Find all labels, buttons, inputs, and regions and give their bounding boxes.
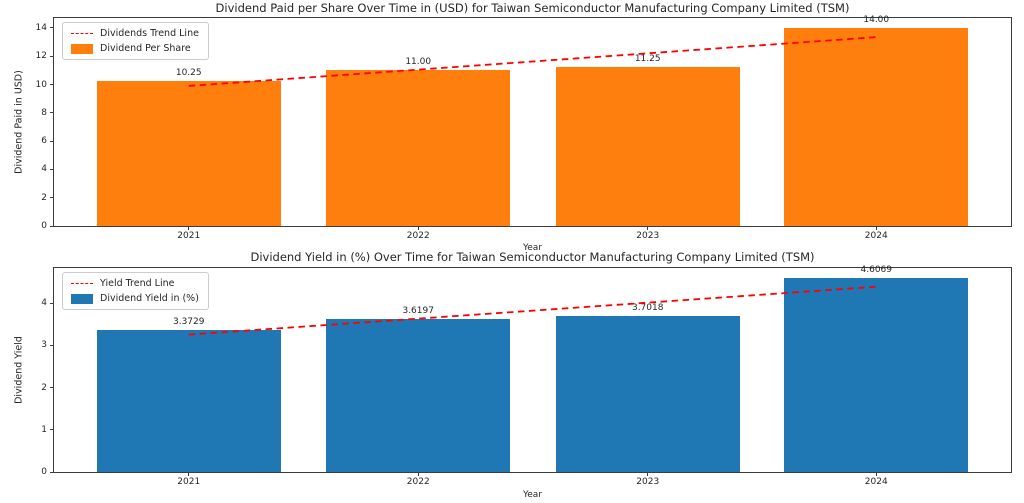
legend: Yield Trend Line Dividend Yield in (%) (62, 272, 209, 310)
legend-item: Yield Trend Line (71, 278, 199, 289)
bar-value-label: 11.00 (405, 57, 432, 68)
x-tick-mark (188, 226, 190, 230)
y-tick-mark (50, 302, 54, 304)
y-tick-label: 10 (35, 79, 47, 90)
y-tick-mark (50, 225, 54, 227)
legend-item: Dividends Trend Line (71, 28, 199, 39)
bar-2024 (784, 277, 969, 472)
bar-value-label: 4.6069 (860, 264, 893, 275)
bar-value-label: 3.3729 (172, 316, 205, 327)
x-tick-label: 2024 (864, 477, 888, 487)
bar-2021 (96, 329, 281, 472)
bar-swatch-icon (71, 293, 93, 304)
bar-2021 (96, 80, 281, 226)
y-tick-label: 0 (41, 467, 47, 477)
y-tick-label: 1 (41, 424, 47, 435)
x-tick-label: 2022 (406, 477, 430, 487)
bar-value-label: 11.25 (634, 53, 661, 64)
legend-item: Dividend Yield in (%) (71, 293, 199, 304)
x-tick-mark (647, 226, 649, 230)
x-tick-label: 2023 (636, 231, 660, 241)
bar-2023 (555, 315, 740, 472)
x-tick-label: 2023 (636, 477, 660, 487)
y-tick-label: 3 (41, 340, 47, 351)
y-tick-label: 12 (35, 51, 47, 62)
bar-value-label: 14.00 (863, 14, 890, 25)
bar-value-label: 3.7018 (631, 302, 664, 313)
bar-2022 (326, 319, 511, 472)
x-tick-mark (647, 472, 649, 476)
x-tick-label: 2024 (864, 231, 888, 241)
legend-item: Dividend Per Share (71, 43, 199, 54)
trend-line (188, 36, 877, 87)
chart-title: Dividend Paid per Share Over Time in (US… (215, 1, 850, 15)
x-axis-label: Year (522, 490, 543, 500)
legend-label: Dividend Yield in (%) (100, 293, 199, 304)
x-tick-label: 2022 (406, 231, 430, 241)
x-axis-label: Year (522, 243, 543, 253)
y-tick-mark (50, 387, 54, 389)
y-tick-mark (50, 168, 54, 170)
bar-2022 (326, 70, 511, 226)
x-tick-mark (875, 226, 877, 230)
legend: Dividends Trend Line Dividend Per Share (62, 22, 209, 60)
y-tick-mark (50, 55, 54, 57)
y-tick-label: 6 (41, 136, 47, 147)
plot-area: 0 2 4 6 8 10 12 14 10.25 2021 11.00 2022 11.25 2023 14… (36, 14, 1012, 241)
bar-value-label: 10.25 (175, 67, 202, 78)
x-tick-mark (875, 472, 877, 476)
y-tick-label: 8 (41, 107, 47, 118)
y-tick-mark (50, 429, 54, 431)
legend-label: Yield Trend Line (100, 278, 175, 289)
y-tick-mark (50, 112, 54, 114)
x-tick-mark (188, 472, 190, 476)
x-tick-label: 2021 (177, 231, 201, 241)
y-tick-mark (50, 471, 54, 473)
y-tick-label: 4 (41, 164, 47, 175)
plot-area: 0 1 2 3 4 3.3729 2021 3.6197 2022 3.7018 2023 4.606… (41, 264, 1012, 487)
y-tick-mark (50, 344, 54, 346)
legend-label: Dividends Trend Line (100, 28, 199, 39)
y-tick-label: 4 (41, 298, 47, 309)
y-tick-mark (50, 84, 54, 85)
legend-label: Dividend Per Share (100, 43, 191, 54)
bar-swatch-icon (71, 43, 93, 54)
trend-line-swatch-icon (71, 33, 93, 34)
x-tick-label: 2021 (177, 477, 201, 487)
bar-value-label: 3.6197 (402, 306, 434, 317)
y-tick-mark (50, 27, 54, 29)
trend-line-swatch-icon (71, 283, 93, 284)
trend-line (188, 285, 877, 336)
y-tick-label: 2 (41, 382, 47, 393)
x-tick-mark (417, 226, 419, 230)
chart-title: Dividend Yield in (%) Over Time for Taiw… (250, 250, 815, 264)
y-tick-mark (50, 197, 54, 199)
y-tick-mark (50, 140, 54, 142)
y-tick-label: 2 (41, 192, 47, 203)
bar-2024 (784, 27, 969, 226)
x-tick-mark (417, 472, 419, 476)
y-tick-label: 0 (41, 221, 47, 231)
bar-2023 (555, 66, 740, 226)
y-tick-label: 14 (35, 22, 47, 33)
